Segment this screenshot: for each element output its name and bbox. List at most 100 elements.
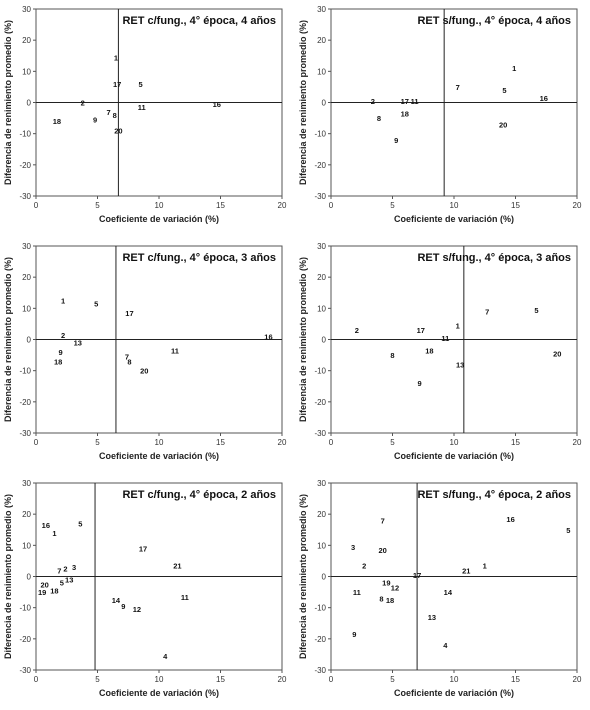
y-tick-label: 30 — [22, 479, 31, 488]
x-axis-title: Coeficiente de variación (%) — [99, 214, 219, 224]
y-tick-label: 10 — [22, 304, 31, 313]
data-point-label: 16 — [213, 100, 221, 109]
data-point-label: 1 — [512, 64, 516, 73]
data-point-label: 14 — [444, 588, 453, 597]
data-point-label: 20 — [114, 127, 122, 136]
y-tick-label: 10 — [317, 304, 326, 313]
data-point-label: 5 — [502, 86, 506, 95]
y-tick-label: 0 — [322, 336, 327, 345]
y-tick-label: -20 — [314, 635, 326, 644]
y-tick-label: 10 — [317, 67, 326, 76]
data-point-label: 9 — [417, 379, 421, 388]
data-point-label: 11 — [411, 97, 419, 106]
scatter-panel-2: 0 5 10 15 20 -30 -20 -10 0 10 20 30 RET s/fung., 4° … — [295, 0, 590, 236]
x-tick-label: 0 — [329, 201, 334, 210]
y-tick-label: -10 — [314, 130, 326, 139]
x-axis-title: Coeficiente de variación (%) — [394, 451, 514, 461]
data-point-label: 4 — [443, 641, 448, 650]
data-point-label: 17 — [413, 571, 421, 580]
y-tick-label: 30 — [317, 5, 326, 14]
x-tick-label: 5 — [390, 438, 395, 447]
x-axis-title: Coeficiente de variación (%) — [99, 688, 219, 698]
x-tick-label: 0 — [34, 675, 39, 684]
data-point-label: 16 — [42, 521, 50, 530]
x-tick-label: 15 — [511, 201, 520, 210]
data-point-label: 17 — [417, 326, 425, 335]
scatter-panel-1: 0 5 10 15 20 -30 -20 -10 0 10 20 30 RET c/fung., 4° … — [0, 0, 295, 236]
data-point-label: 5 — [78, 520, 82, 529]
data-point-label: 8 — [113, 111, 117, 120]
y-axis-title: Diferencia de renimiento promedio (%) — [298, 257, 308, 422]
y-axis-title: Diferencia de renimiento promedio (%) — [298, 20, 308, 185]
x-tick-label: 5 — [95, 201, 100, 210]
x-tick-label: 15 — [216, 675, 225, 684]
x-tick-label: 0 — [329, 675, 334, 684]
data-point-label: 16 — [506, 515, 514, 524]
data-point-label: 8 — [390, 351, 394, 360]
y-tick-label: 10 — [22, 541, 31, 550]
y-tick-label: -20 — [314, 161, 326, 170]
y-tick-label: -30 — [19, 666, 31, 675]
data-point-label: 17 — [139, 544, 147, 553]
data-point-label: 1 — [456, 321, 460, 330]
x-tick-label: 20 — [573, 438, 582, 447]
data-point-label: 3 — [351, 543, 355, 552]
data-point-label: 11 — [138, 103, 146, 112]
data-point-label: 5 — [138, 80, 142, 89]
y-axis-title: Diferencia de renimiento promedio (%) — [3, 257, 13, 422]
x-tick-label: 10 — [155, 201, 164, 210]
y-axis-title: Diferencia de renimiento promedio (%) — [3, 494, 13, 659]
data-point-label: 2 — [362, 562, 366, 571]
data-point-label: 8 — [127, 357, 131, 366]
x-tick-label: 0 — [34, 201, 39, 210]
data-point-label: 18 — [53, 117, 61, 126]
scatter-panel-6: 0 5 10 15 20 -30 -20 -10 0 10 20 30 RET s/fung., 4° … — [295, 474, 590, 710]
panel-title: RET s/fung., 4° época, 4 años — [417, 15, 571, 27]
y-tick-label: 0 — [27, 336, 32, 345]
x-tick-label: 10 — [155, 438, 164, 447]
data-point-label: 3 — [72, 563, 76, 572]
y-tick-label: -20 — [314, 398, 326, 407]
data-point-label: 19 — [38, 588, 46, 597]
panel-title: RET c/fung., 4° época, 3 años — [122, 252, 276, 264]
data-point-label: 7 — [125, 353, 129, 362]
y-tick-label: 0 — [322, 573, 327, 582]
data-point-label: 13 — [65, 576, 73, 585]
y-tick-label: 0 — [322, 99, 327, 108]
y-tick-label: 30 — [317, 479, 326, 488]
scatter-panel-5: 0 5 10 15 20 -30 -20 -10 0 10 20 30 RET c/fung., 4° … — [0, 474, 295, 710]
x-tick-label: 0 — [34, 438, 39, 447]
data-point-label: 9 — [352, 630, 356, 639]
scatter-panel-3: 0 5 10 15 20 -30 -20 -10 0 10 20 30 RET c/fung., 4° … — [0, 237, 295, 473]
data-point-label: 11 — [181, 593, 189, 602]
data-point-label: 8 — [379, 594, 383, 603]
data-point-label: 12 — [391, 583, 399, 592]
data-point-label: 7 — [106, 108, 110, 117]
x-tick-label: 15 — [216, 201, 225, 210]
data-point-label: 12 — [133, 605, 141, 614]
y-tick-label: 0 — [27, 99, 32, 108]
x-tick-label: 20 — [278, 675, 287, 684]
x-tick-label: 10 — [155, 675, 164, 684]
data-point-label: 5 — [566, 526, 570, 535]
data-point-label: 1 — [483, 562, 487, 571]
y-tick-label: 30 — [22, 5, 31, 14]
data-point-label: 11 — [171, 346, 179, 355]
data-point-label: 13 — [74, 339, 82, 348]
y-axis-title: Diferencia de renimiento promedio (%) — [298, 494, 308, 659]
x-axis-title: Coeficiente de variación (%) — [394, 214, 514, 224]
data-point-label: 16 — [540, 94, 548, 103]
panel-title: RET s/fung., 4° época, 3 años — [417, 252, 571, 264]
panel-title: RET s/fung., 4° época, 2 años — [417, 489, 571, 501]
x-tick-label: 20 — [278, 438, 287, 447]
x-tick-label: 5 — [95, 675, 100, 684]
y-tick-label: -30 — [19, 429, 31, 438]
y-tick-label: -10 — [19, 604, 31, 613]
scatter-panel-4: 0 5 10 15 20 -30 -20 -10 0 10 20 30 RET s/fung., 4° … — [295, 237, 590, 473]
y-tick-label: 0 — [27, 573, 32, 582]
data-point-label: 1 — [52, 529, 56, 538]
data-point-label: 13 — [456, 360, 464, 369]
